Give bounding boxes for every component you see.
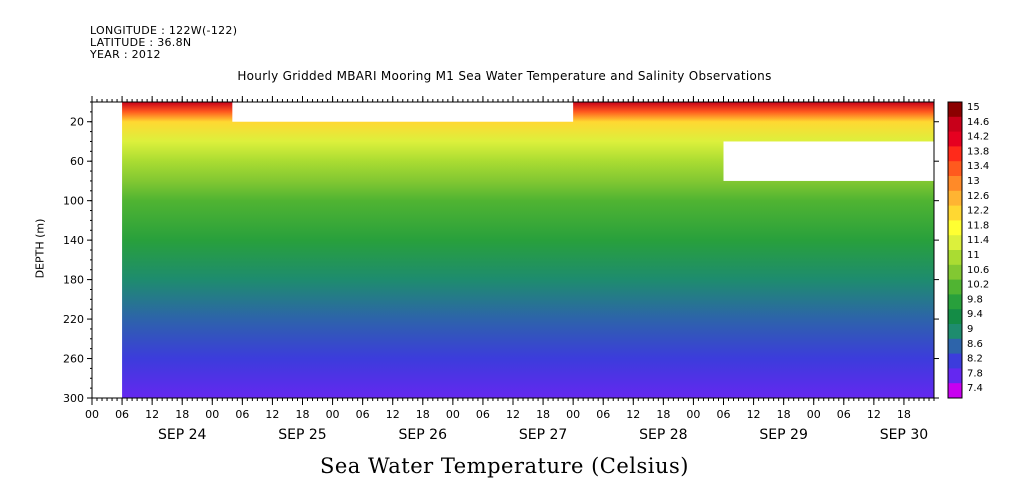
- colorbar-label: 15: [967, 102, 980, 113]
- colorbar-segment: [948, 294, 962, 310]
- day-label: SEP 25: [278, 427, 326, 443]
- x-tick-label: 12: [145, 408, 159, 421]
- colorbar-segment: [948, 102, 962, 118]
- y-tick-label: 180: [63, 274, 84, 287]
- colorbar-title: Sea Water Temperature (Celsius): [319, 454, 689, 478]
- colorbar-segment: [948, 279, 962, 295]
- day-label: SEP 24: [158, 427, 207, 443]
- x-tick-label: 06: [235, 408, 249, 421]
- day-label: SEP 30: [880, 427, 928, 443]
- colorbar-label: 8.6: [967, 339, 983, 350]
- colorbar-segment: [948, 383, 962, 399]
- x-tick-label: 12: [506, 408, 520, 421]
- colorbar-segment: [948, 250, 962, 266]
- y-tick-label: 100: [63, 195, 84, 208]
- day-label: SEP 28: [639, 427, 687, 443]
- colorbar-frame: [947, 101, 963, 399]
- colorbar-label: 8.2: [967, 354, 983, 365]
- colorbar-label: 12.6: [967, 191, 989, 202]
- x-tick-label: 18: [296, 408, 310, 421]
- day-label: SEP 26: [399, 427, 448, 443]
- colorbar-segment: [948, 131, 962, 147]
- y-tick-label: 60: [70, 155, 84, 168]
- colorbar-segment: [948, 309, 962, 325]
- chart-title: Hourly Gridded MBARI Mooring M1 Sea Wate…: [237, 69, 772, 83]
- colorbar-label: 14.2: [967, 132, 989, 143]
- colorbar-label: 10.6: [967, 265, 989, 276]
- y-tick-label: 260: [63, 353, 84, 366]
- colorbar-segment: [948, 338, 962, 355]
- colorbar-segment: [948, 353, 962, 369]
- x-tick-label: 00: [85, 408, 99, 421]
- colorbar-segment: [948, 324, 962, 340]
- colorbar-label: 13: [967, 176, 980, 187]
- x-tick-label: 06: [356, 408, 370, 421]
- y-tick-label: 140: [63, 234, 84, 247]
- x-tick-label: 06: [115, 408, 129, 421]
- y-tick-label: 300: [63, 392, 84, 405]
- colorbar-label: 9.4: [967, 309, 983, 320]
- colorbar-segment: [948, 205, 962, 221]
- colorbar-label: 9.8: [967, 294, 983, 305]
- colorbar-label: 7.4: [967, 383, 983, 394]
- colorbar-segment: [948, 235, 962, 251]
- longitude-label: LONGITUDE : 122W(-122): [90, 24, 238, 37]
- colorbar-segment: [948, 264, 962, 281]
- x-tick-label: 12: [386, 408, 400, 421]
- x-tick-label: 00: [326, 408, 340, 421]
- colorbar-segment: [948, 116, 962, 133]
- colorbar-label: 11: [967, 250, 980, 261]
- x-tick-label: 00: [205, 408, 219, 421]
- colorbar-segment: [948, 146, 962, 162]
- x-tick-label: 18: [536, 408, 550, 421]
- colorbar-label: 10.2: [967, 280, 989, 291]
- x-tick-label: 12: [626, 408, 640, 421]
- day-label: SEP 29: [759, 427, 807, 443]
- colorbar-label: 9: [967, 324, 973, 335]
- x-tick-label: 06: [837, 408, 851, 421]
- x-tick-label: 12: [747, 408, 761, 421]
- x-tick-label: 00: [807, 408, 821, 421]
- colorbar-label: 13.8: [967, 146, 989, 157]
- no-data-region: [92, 102, 123, 398]
- no-data-region: [723, 141, 934, 181]
- colorbar-segment: [948, 161, 962, 177]
- colorbar-segment: [948, 190, 962, 207]
- colorbar-segment: [948, 176, 962, 192]
- y-tick-label: 220: [63, 313, 84, 326]
- colorbar-label: 7.8: [967, 368, 983, 379]
- x-tick-label: 18: [897, 408, 911, 421]
- colorbar-label: 11.4: [967, 235, 989, 246]
- x-tick-label: 06: [476, 408, 490, 421]
- colorbar-label: 14.6: [967, 117, 989, 128]
- x-tick-label: 06: [717, 408, 731, 421]
- colorbar-label: 11.8: [967, 220, 989, 231]
- x-tick-label: 06: [596, 408, 610, 421]
- latitude-label: LATITUDE : 36.8N: [90, 36, 192, 49]
- x-tick-label: 18: [175, 408, 189, 421]
- day-label: SEP 27: [519, 427, 567, 443]
- x-tick-label: 12: [867, 408, 881, 421]
- x-tick-label: 18: [656, 408, 670, 421]
- colorbar-label: 12.2: [967, 206, 989, 217]
- x-tick-label: 00: [566, 408, 580, 421]
- x-tick-label: 18: [777, 408, 791, 421]
- x-tick-label: 12: [265, 408, 279, 421]
- colorbar-segment: [948, 368, 962, 384]
- x-tick-label: 00: [446, 408, 460, 421]
- x-tick-label: 18: [416, 408, 430, 421]
- year-label: YEAR : 2012: [90, 48, 161, 61]
- colorbar-label: 13.4: [967, 161, 989, 172]
- no-data-region: [232, 102, 574, 122]
- x-tick-label: 00: [686, 408, 700, 421]
- y-tick-label: 20: [70, 116, 84, 129]
- colorbar-segment: [948, 220, 962, 236]
